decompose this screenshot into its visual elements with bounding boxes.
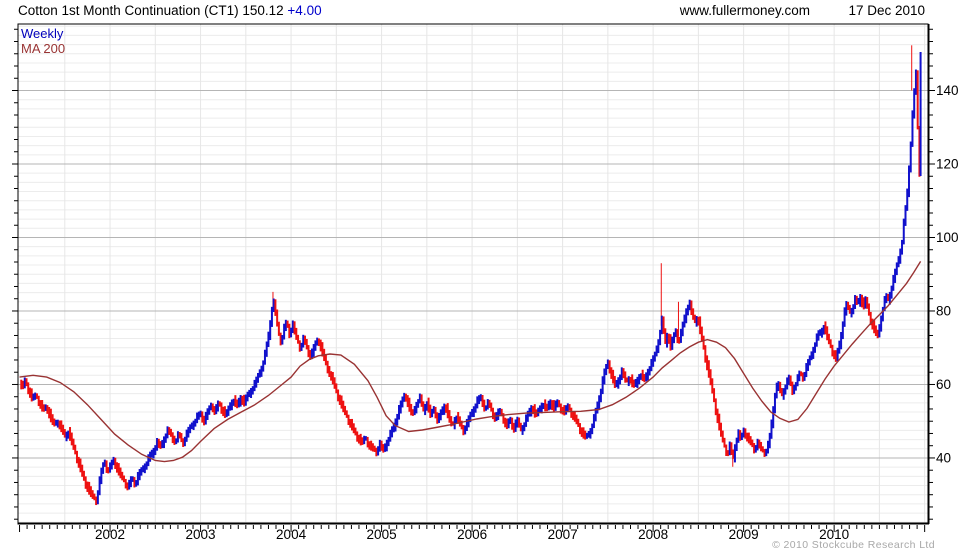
x-axis-label: 2003 — [186, 527, 216, 542]
copyright-notice: © 2010 Stockcube Research Ltd — [772, 539, 935, 551]
y-axis-label: 120 — [936, 156, 959, 171]
x-axis-label: 2005 — [367, 527, 397, 542]
price-change: +4.00 — [287, 3, 322, 18]
page-title: Cotton 1st Month Continuation (CT1) 150.… — [18, 3, 322, 18]
x-axis: 2002 2003 2004 2005 2006 2007 2008 2009 2010 — [19, 525, 926, 542]
website-link[interactable]: www.fullermoney.com — [679, 3, 810, 18]
x-axis-label: 2006 — [457, 527, 487, 542]
ma-line — [19, 261, 922, 463]
y-axis: 40 60 80 100 120 140 — [12, 28, 959, 520]
x-axis-label: 2007 — [548, 527, 578, 542]
price-bars — [20, 51, 922, 506]
plot-frame — [17, 23, 930, 525]
legend-ma200-label: MA 200 — [21, 41, 66, 56]
y-axis-label: 40 — [936, 450, 951, 465]
y-axis-label: 80 — [936, 303, 951, 318]
chart-date: 17 Dec 2010 — [848, 3, 925, 18]
y-axis-label: 100 — [936, 230, 959, 245]
chart-legend: Weekly MA 200 — [21, 26, 65, 56]
x-axis-label: 2010 — [819, 527, 849, 542]
vertical-gridlines — [64, 24, 926, 523]
x-axis-label: 2008 — [638, 527, 668, 542]
y-axis-label: 140 — [936, 83, 959, 98]
horizontal-minor-gridlines — [18, 25, 928, 523]
x-axis-label: 2002 — [95, 527, 125, 542]
instrument-title: Cotton 1st Month Continuation (CT1) 150.… — [18, 3, 284, 18]
y-axis-label: 60 — [936, 377, 951, 392]
legend-weekly-label: Weekly — [21, 26, 64, 41]
header-bar: Cotton 1st Month Continuation (CT1) 150.… — [0, 0, 980, 22]
x-axis-label: 2009 — [729, 527, 759, 542]
x-axis-label: 2004 — [276, 527, 307, 542]
